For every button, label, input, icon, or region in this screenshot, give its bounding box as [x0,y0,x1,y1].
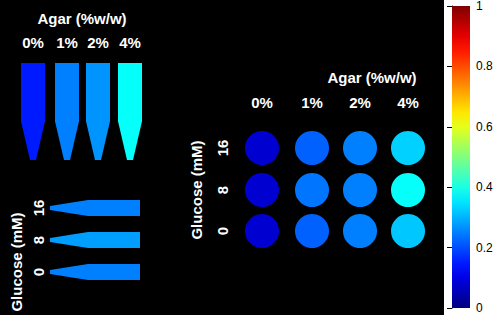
svg-text:0%: 0% [251,94,273,111]
svg-text:1%: 1% [301,94,323,111]
svg-text:16: 16 [214,140,231,157]
svg-text:0.8: 0.8 [476,59,493,73]
svg-text:4%: 4% [397,94,419,111]
svg-text:0.2: 0.2 [476,241,493,255]
svg-text:Agar (%w/w): Agar (%w/w) [327,69,416,86]
svg-text:0: 0 [214,227,231,235]
svg-text:0: 0 [30,268,47,276]
svg-text:1%: 1% [56,34,78,51]
svg-text:16: 16 [30,200,47,217]
svg-text:8: 8 [30,236,47,244]
svg-text:0%: 0% [22,34,44,51]
svg-text:Glucose (mM): Glucose (mM) [188,140,205,239]
svg-text:8: 8 [214,186,231,194]
svg-text:Glucose (mM): Glucose (mM) [8,212,25,311]
svg-text:2%: 2% [87,34,109,51]
svg-text:4%: 4% [119,34,141,51]
svg-text:0.6: 0.6 [476,120,493,134]
svg-text:0.4: 0.4 [476,180,493,194]
svg-text:Agar (%w/w): Agar (%w/w) [37,10,126,27]
svg-text:0: 0 [476,301,483,315]
svg-text:1: 1 [476,0,483,13]
svg-text:2%: 2% [349,94,371,111]
